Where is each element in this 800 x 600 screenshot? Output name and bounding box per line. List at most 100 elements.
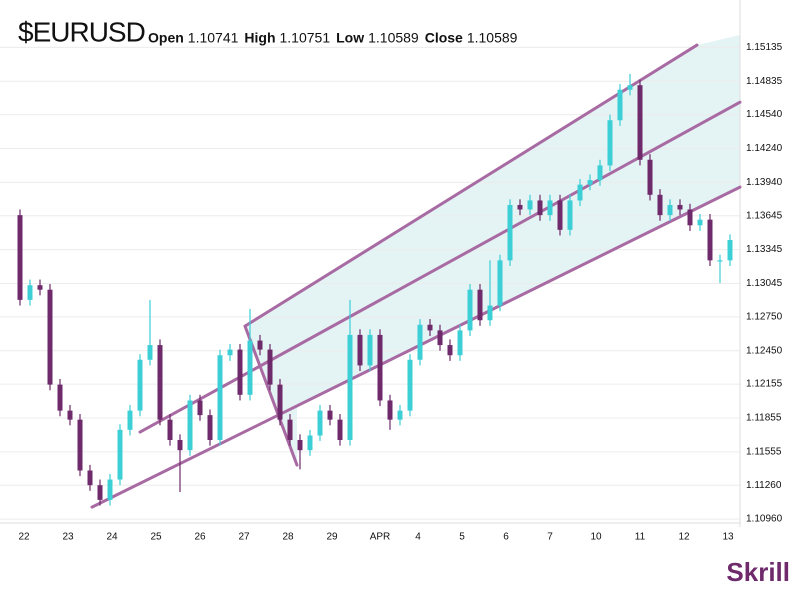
candle-body — [237, 349, 243, 395]
candle-body — [617, 89, 623, 121]
candle-body — [517, 204, 523, 210]
candle-body — [407, 359, 413, 411]
candle-body — [377, 334, 383, 401]
y-tick-label: 1.14835 — [746, 76, 783, 87]
candle-body — [277, 384, 283, 420]
candle-body — [537, 200, 543, 216]
candle-body — [287, 419, 293, 440]
candle-body — [597, 165, 603, 181]
candle-body — [17, 215, 23, 300]
candle-body — [557, 200, 563, 230]
candle-body — [467, 289, 473, 331]
x-tick-label: 26 — [194, 532, 206, 543]
x-tick-label: 4 — [415, 532, 421, 543]
candle-body — [497, 260, 503, 306]
candle-body — [487, 305, 493, 321]
candle-body — [457, 330, 463, 356]
candle-body — [267, 349, 273, 385]
candle-body — [657, 194, 663, 216]
y-tick-label: 1.11855 — [746, 413, 782, 424]
candle-body — [567, 200, 573, 230]
y-tick-label: 1.14540 — [746, 109, 783, 120]
x-tick-label: 27 — [238, 532, 250, 543]
y-tick-label: 1.11260 — [746, 480, 782, 491]
candle-body — [317, 410, 323, 436]
channel-line — [138, 100, 742, 434]
x-tick-label: 23 — [62, 532, 74, 543]
candle-body — [607, 120, 613, 166]
candle-body — [297, 439, 303, 451]
candle-body — [307, 435, 313, 451]
candle-body — [197, 400, 203, 416]
y-tick-label: 1.15135 — [746, 42, 783, 53]
candle-body — [647, 159, 653, 195]
candle-body — [577, 184, 583, 201]
candle-layer — [17, 73, 733, 506]
candle-body — [97, 485, 103, 500]
grid-layer — [0, 0, 741, 527]
candle-body — [77, 419, 83, 471]
y-tick-label: 1.12450 — [746, 345, 783, 356]
ohlc-value: 1.10741 — [188, 30, 239, 46]
ohlc-label: Low — [336, 30, 364, 46]
candle-body — [57, 384, 63, 411]
y-tick-label: 1.13940 — [746, 177, 783, 188]
ohlc-label: High — [244, 30, 275, 46]
x-tick-label: 10 — [590, 532, 602, 543]
x-tick-label: 22 — [18, 532, 30, 543]
channel-line — [243, 324, 299, 467]
candle-body — [477, 289, 483, 321]
chart-title: $EURUSD — [18, 16, 145, 47]
candle-body — [227, 349, 233, 356]
candle-body — [257, 340, 263, 350]
candle-body — [217, 355, 223, 440]
candle-body — [127, 410, 133, 430]
candle-body — [627, 85, 633, 90]
x-tick-label: APR — [370, 532, 391, 543]
candle-body — [87, 470, 93, 486]
y-tick-label: 1.11555 — [746, 447, 782, 458]
x-tick-label: 13 — [722, 532, 734, 543]
x-tick-label: 12 — [678, 532, 690, 543]
x-tick-label: 7 — [547, 532, 553, 543]
x-tick-label: 11 — [635, 532, 646, 543]
candle-body — [427, 324, 433, 331]
y-tick-label: 1.12155 — [746, 379, 783, 390]
candle-body — [587, 180, 593, 185]
candle-body — [27, 285, 33, 300]
y-tick-label: 1.13345 — [746, 244, 783, 255]
candle-body — [37, 285, 43, 290]
candle-body — [347, 334, 353, 440]
y-tick-label: 1.13045 — [746, 278, 783, 289]
candle-body — [547, 200, 553, 216]
x-tick-label: 25 — [150, 532, 162, 543]
x-tick-label: 6 — [503, 532, 509, 543]
candle-body — [137, 359, 143, 411]
x-tick-label: 28 — [282, 532, 294, 543]
candle-body — [707, 219, 713, 261]
candle-body — [387, 400, 393, 420]
y-tick-label: 1.10960 — [746, 514, 783, 525]
candle-body — [357, 334, 363, 366]
ohlc-value: 1.10589 — [368, 30, 419, 46]
candle-body — [327, 410, 333, 420]
candle-body — [687, 209, 693, 226]
x-tick-label: 24 — [106, 532, 118, 543]
candle-body — [147, 345, 153, 360]
candle-body — [337, 419, 343, 440]
candle-body — [697, 219, 703, 226]
y-tick-label: 1.14240 — [746, 143, 783, 154]
candle-body — [717, 260, 723, 262]
candle-body — [447, 345, 453, 356]
candle-body — [367, 334, 373, 366]
candle-body — [107, 479, 113, 500]
candle-body — [247, 340, 253, 395]
ohlc-label: Close — [425, 30, 463, 46]
candle-body — [187, 400, 193, 451]
candle-body — [417, 324, 423, 360]
candle-body — [167, 419, 173, 440]
y-tick-label: 1.13645 — [746, 210, 783, 221]
y-tick-label: 1.12750 — [746, 311, 783, 322]
